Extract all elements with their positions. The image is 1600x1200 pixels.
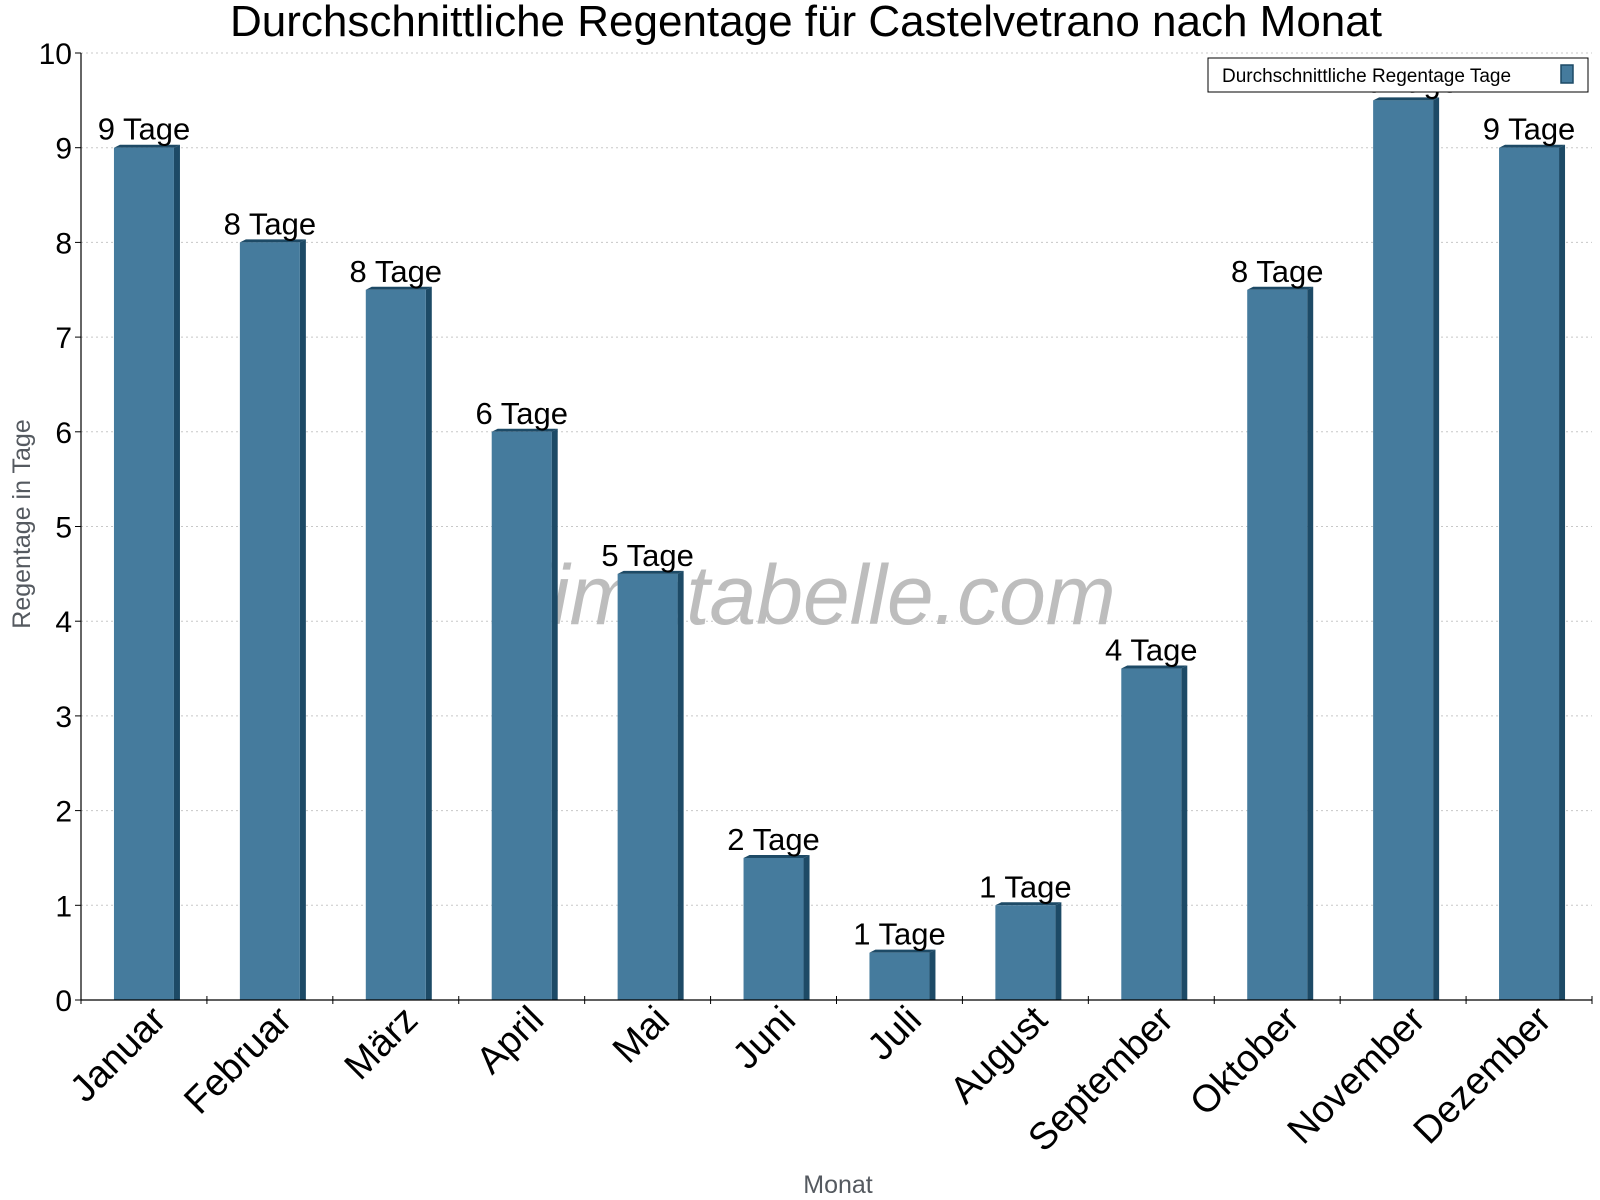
bar-top bbox=[743, 854, 810, 858]
bar bbox=[995, 902, 1062, 1000]
x-axis-label: Monat bbox=[803, 1171, 873, 1199]
bar-top bbox=[617, 570, 684, 574]
bar bbox=[491, 428, 558, 1000]
legend-swatch bbox=[1560, 64, 1574, 84]
bar-top bbox=[1247, 286, 1314, 290]
y-ticks: 0 1 2 3 4 5 6 7 8 9 10 bbox=[39, 38, 81, 1018]
x-tick-label: Mai bbox=[605, 999, 678, 1072]
bar-side bbox=[173, 144, 180, 1000]
bar-side bbox=[425, 286, 432, 1000]
bar bbox=[869, 949, 936, 1000]
y-tick-label: 3 bbox=[55, 701, 72, 734]
data-label: 5 Tage bbox=[601, 538, 694, 573]
bar-side bbox=[551, 428, 558, 1000]
bar-top bbox=[1373, 97, 1440, 101]
data-label: 4 Tage bbox=[1105, 633, 1198, 668]
bar-front bbox=[1499, 147, 1560, 1000]
bar-top bbox=[1121, 665, 1188, 669]
bar bbox=[1121, 665, 1188, 1000]
bar bbox=[1499, 144, 1566, 1000]
legend-box bbox=[1207, 57, 1589, 93]
bar-side bbox=[677, 570, 684, 1000]
bar-side bbox=[299, 239, 306, 1000]
x-tick-label: Dezember bbox=[1406, 998, 1560, 1152]
data-label: 6 Tage bbox=[475, 396, 568, 431]
bar bbox=[113, 144, 180, 1000]
watermark: klimatabelle.com bbox=[490, 548, 1116, 642]
bar-top bbox=[869, 949, 936, 953]
data-label: 8 Tage bbox=[224, 206, 317, 241]
bar bbox=[239, 239, 306, 1000]
bar-front bbox=[617, 573, 678, 1000]
bar-top bbox=[995, 902, 1062, 906]
bar-side bbox=[1307, 286, 1314, 1000]
y-tick-label: 10 bbox=[39, 38, 72, 71]
bar bbox=[1247, 286, 1314, 1000]
data-label: 8 Tage bbox=[350, 254, 443, 289]
bar-front bbox=[491, 431, 552, 1000]
data-label: 9 Tage bbox=[1483, 112, 1576, 147]
x-tick-label: Februar bbox=[176, 998, 300, 1122]
y-tick-label: 0 bbox=[55, 985, 72, 1018]
data-label: 1 Tage bbox=[853, 917, 946, 952]
legend-entry-label: Durchschnittliche Regentage Tage bbox=[1222, 66, 1511, 87]
axes bbox=[80, 53, 1593, 1004]
bar-top bbox=[365, 286, 432, 290]
y-tick-label: 9 bbox=[55, 133, 72, 166]
x-tick-label: August bbox=[942, 998, 1056, 1112]
x-ticks: Januar Februar März April Mai Juni Juli AugustS… bbox=[62, 998, 1559, 1159]
data-label: 2 Tage bbox=[727, 822, 820, 857]
x-tick-label: November bbox=[1280, 998, 1434, 1152]
bar-front bbox=[239, 242, 300, 1000]
bar-side bbox=[803, 854, 810, 1000]
bar-top bbox=[1499, 144, 1566, 148]
x-tick-label: Juni bbox=[725, 999, 804, 1078]
bar-side bbox=[1559, 144, 1566, 1000]
bar-top bbox=[113, 144, 180, 148]
data-label: 1 Tage bbox=[979, 869, 1072, 904]
bar bbox=[365, 286, 432, 1000]
x-tick-label: April bbox=[469, 999, 552, 1082]
bar-top bbox=[239, 239, 306, 243]
bar bbox=[743, 854, 810, 1000]
y-axis-label: Regentage in Tage bbox=[8, 419, 36, 628]
bar-side bbox=[1433, 97, 1440, 1001]
y-tick-label: 8 bbox=[55, 227, 72, 260]
bar-front bbox=[365, 289, 426, 1000]
data-labels: 9 Tage 8 Tage 8 Tage 6 Tage 5 Tage 2 Tage 1 Ta… bbox=[98, 64, 1576, 951]
bar-top bbox=[491, 428, 558, 432]
bar-side bbox=[1181, 665, 1188, 1000]
legend: Durchschnittliche Regentage Tage bbox=[1207, 57, 1589, 93]
y-tick-label: 5 bbox=[55, 512, 72, 545]
x-tick-label: Oktober bbox=[1182, 998, 1308, 1124]
data-label: 8 Tage bbox=[1231, 254, 1324, 289]
x-tick-label: März bbox=[337, 999, 426, 1088]
bar-front bbox=[113, 147, 174, 1000]
x-tick-label: Januar bbox=[62, 998, 174, 1110]
bar-front bbox=[1373, 100, 1434, 1001]
bar-front bbox=[869, 952, 930, 1000]
bars bbox=[113, 97, 1566, 1001]
y-tick-label: 7 bbox=[55, 322, 72, 355]
grid bbox=[81, 52, 1592, 906]
bar-front bbox=[1121, 668, 1182, 1000]
data-label: 9 Tage bbox=[98, 112, 191, 147]
bar-front bbox=[1247, 289, 1308, 1000]
bar-front bbox=[743, 857, 804, 1000]
x-tick-label: Juli bbox=[860, 999, 930, 1069]
bar bbox=[1373, 97, 1440, 1001]
bar-front bbox=[995, 905, 1056, 1000]
bar-side bbox=[929, 949, 936, 1000]
y-tick-label: 2 bbox=[55, 796, 72, 829]
bar bbox=[617, 570, 684, 1000]
chart-title: Durchschnittliche Regentage für Castelve… bbox=[230, 0, 1382, 46]
bar-side bbox=[1055, 902, 1062, 1000]
y-tick-label: 4 bbox=[55, 606, 72, 639]
y-tick-label: 6 bbox=[55, 417, 72, 450]
y-tick-label: 1 bbox=[55, 890, 72, 923]
